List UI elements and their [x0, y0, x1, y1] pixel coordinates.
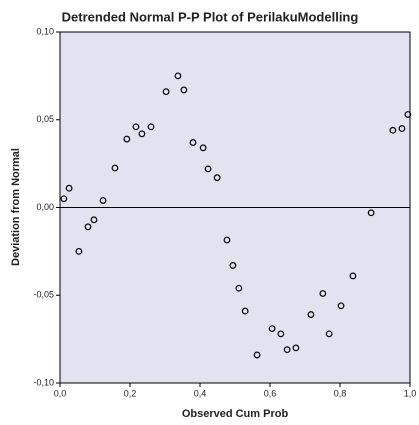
point — [180, 86, 188, 94]
point — [60, 195, 68, 203]
point — [132, 123, 140, 131]
x-tick-label: 0,4 — [194, 388, 207, 398]
y-tick-label: 0,05 — [36, 114, 54, 124]
point — [253, 351, 261, 359]
point — [367, 209, 375, 217]
y-tick-label: 0,00 — [36, 202, 54, 212]
x-tick-label: 0,2 — [124, 388, 137, 398]
point — [162, 88, 170, 96]
point — [174, 72, 182, 80]
point — [325, 330, 333, 338]
point — [138, 130, 146, 138]
y-axis-title: Deviation from Normal — [10, 148, 22, 266]
point — [147, 123, 155, 131]
y-tick-label: -0,05 — [33, 290, 54, 300]
point — [84, 223, 92, 231]
point — [99, 197, 107, 204]
x-tick-label: 0,0 — [54, 388, 67, 398]
point — [277, 330, 285, 338]
point — [349, 272, 357, 280]
x-axis-title: Observed Cum Prob — [182, 408, 289, 420]
point — [241, 307, 249, 315]
y-tick-label: 0,10 — [36, 26, 54, 36]
point — [398, 125, 406, 132]
point — [337, 302, 345, 310]
point — [319, 290, 327, 297]
point — [223, 236, 231, 244]
point — [204, 165, 212, 173]
point — [90, 216, 98, 224]
x-tick-label: 0,8 — [334, 388, 347, 398]
point — [75, 247, 83, 255]
x-tick-label: 1,0 — [404, 388, 417, 398]
point — [189, 139, 197, 146]
point — [111, 164, 119, 172]
chart-title: Detrended Normal P-P Plot of PerilakuMod… — [62, 9, 359, 24]
y-tick-label: -0,10 — [33, 377, 54, 387]
point — [199, 144, 207, 152]
point — [229, 262, 237, 269]
point — [65, 184, 73, 192]
point — [307, 311, 315, 318]
point — [389, 126, 397, 134]
x-tick-label: 0,6 — [264, 388, 277, 398]
point — [292, 344, 300, 352]
point — [123, 135, 131, 143]
point — [235, 284, 243, 292]
point — [283, 346, 291, 354]
point — [268, 325, 276, 332]
point — [404, 111, 412, 118]
point — [213, 174, 221, 182]
